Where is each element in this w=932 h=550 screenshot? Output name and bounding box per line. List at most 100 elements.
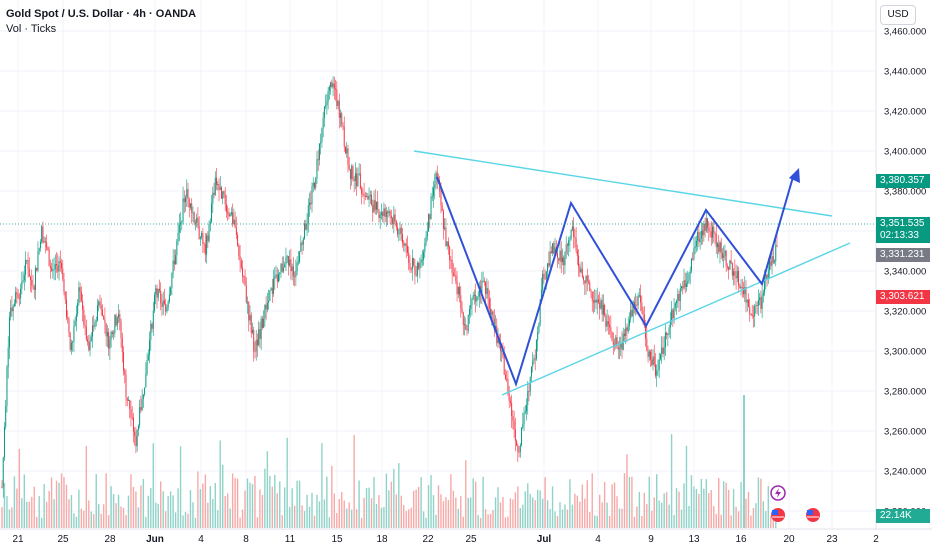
volume-bar: [596, 516, 598, 528]
candle-body: [213, 192, 215, 195]
candle-body: [309, 202, 311, 206]
candle-body: [332, 83, 334, 88]
volume-bar: [725, 482, 727, 528]
candle-body: [406, 246, 408, 253]
candle-body: [568, 240, 570, 246]
candle-body: [715, 233, 717, 248]
candle-body: [255, 339, 257, 352]
volume-bar: [400, 495, 402, 528]
candle-body: [149, 339, 151, 355]
candle-body: [342, 124, 344, 127]
candle-body: [27, 260, 29, 269]
candle-body: [714, 233, 716, 235]
volume-bar: [566, 509, 569, 528]
symbol-title[interactable]: Gold Spot / U.S. Dollar · 4h · OANDA: [6, 8, 197, 20]
candle-body: [586, 275, 588, 282]
candle-body: [353, 179, 355, 181]
candle-body: [580, 268, 582, 273]
candle-body: [248, 302, 250, 321]
volume-bar: [383, 507, 385, 528]
volume-bar: [390, 481, 393, 528]
volume-bar: [370, 498, 373, 528]
candle-body: [379, 214, 381, 218]
candle-body: [712, 226, 714, 238]
candle-body: [331, 82, 333, 88]
volume-bar: [405, 511, 407, 528]
volume-bar: [385, 473, 388, 528]
candle-body: [581, 268, 583, 278]
candle-body: [124, 370, 126, 375]
candle-body: [708, 227, 710, 231]
volume-bar: [737, 511, 740, 528]
candle-body: [118, 314, 120, 318]
candle-body: [23, 274, 25, 281]
candle-body: [628, 319, 630, 327]
candle-body: [488, 298, 490, 309]
volume-bar: [48, 490, 50, 528]
drawing-layer[interactable]: [413, 150, 851, 396]
candle-body: [651, 359, 653, 366]
candle-body: [52, 269, 54, 271]
candle-body: [673, 307, 675, 319]
candle-body: [664, 332, 666, 348]
volume-bar: [331, 465, 333, 528]
volume-bar: [765, 511, 767, 528]
volume-bar: [355, 509, 358, 528]
candle-body: [503, 356, 505, 375]
candle-body: [502, 350, 504, 357]
volume-bar: [660, 502, 663, 528]
candle-body: [671, 309, 673, 321]
candle-body: [304, 223, 306, 239]
volume-bar: [95, 474, 97, 528]
candle-body: [307, 205, 309, 224]
candle-body: [363, 194, 365, 196]
candle-body: [315, 178, 317, 188]
candle-body: [499, 343, 501, 351]
candle-body: [540, 289, 542, 301]
candle-body: [527, 391, 529, 406]
candle-body: [189, 203, 191, 208]
candle-body: [493, 318, 495, 330]
candle-body: [101, 309, 103, 317]
candle-body: [588, 281, 590, 283]
volume-bar: [641, 515, 643, 528]
volume-bar: [581, 484, 584, 528]
candle-body: [42, 226, 44, 243]
candle-body: [627, 326, 629, 332]
candle-body: [636, 304, 638, 306]
lower-trendline[interactable]: [501, 242, 851, 396]
volume-legend[interactable]: Vol · Ticks: [6, 23, 57, 35]
candle-body: [168, 294, 170, 302]
candle-body: [725, 250, 727, 267]
candle-body: [535, 340, 537, 359]
candle-body: [275, 274, 277, 277]
volume-bar: [636, 506, 638, 528]
candle-body: [232, 212, 234, 224]
candle-body: [435, 172, 437, 185]
candle-body: [16, 292, 18, 295]
volume-bar: [747, 491, 750, 528]
currency-button[interactable]: USD: [880, 5, 916, 25]
volume-bar: [316, 494, 318, 528]
candle-body: [571, 226, 573, 230]
candle-body: [142, 394, 144, 399]
candle-body: [84, 324, 86, 327]
w-pattern-line[interactable]: [436, 176, 794, 388]
candle-body: [65, 299, 67, 318]
volume-bar: [507, 516, 509, 528]
candle-body: [408, 252, 410, 263]
upper-trendline[interactable]: [413, 150, 833, 217]
candle-body: [282, 267, 284, 272]
volume-bar: [222, 464, 224, 528]
candle-body: [620, 342, 622, 349]
candle-body: [18, 297, 20, 299]
candle-body: [483, 280, 485, 282]
candle-body: [471, 298, 473, 306]
candle-body: [455, 275, 457, 282]
candle-body: [281, 263, 283, 272]
candle-body: [245, 285, 247, 303]
volume-bar: [318, 501, 321, 528]
candle-body: [1, 487, 3, 488]
price-tick-label: 3,300.000: [884, 347, 926, 358]
